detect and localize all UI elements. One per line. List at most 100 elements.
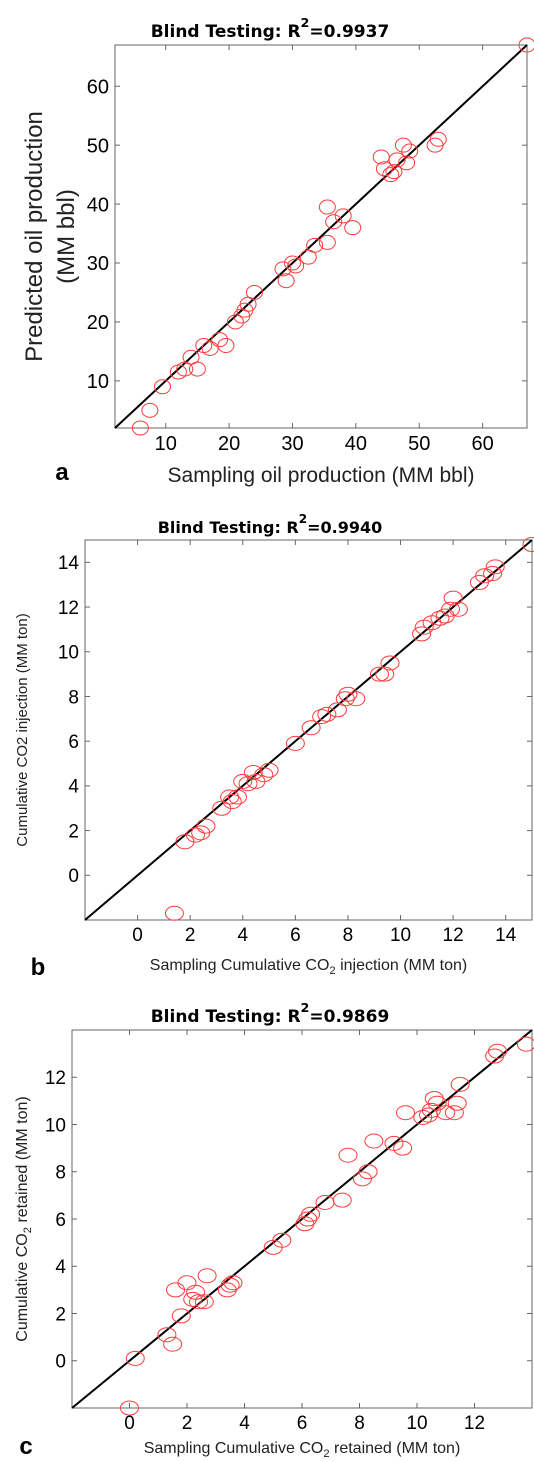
x-tick-label-a: 20 <box>218 433 240 455</box>
data-point-c <box>189 1294 208 1310</box>
data-point-a <box>401 143 419 159</box>
panel-letter-b: b <box>31 954 46 981</box>
x-tick-label-b: 10 <box>390 925 411 946</box>
data-point-a <box>169 364 187 380</box>
data-point-b <box>312 709 332 725</box>
data-point-a <box>382 167 400 183</box>
chart-title-b: Blind Testing: R2=0.9940 <box>158 512 383 537</box>
x-tick-label-a: 30 <box>281 433 303 455</box>
x-tick-label-c: 0 <box>124 1413 135 1434</box>
data-point-a <box>429 131 447 147</box>
data-point-c <box>120 1400 139 1416</box>
data-point-b <box>164 905 184 921</box>
fit-line-b <box>84 539 533 921</box>
data-point-a <box>388 152 406 168</box>
data-point-a <box>518 37 534 53</box>
data-point-a <box>375 161 393 177</box>
y-tick-label-c: 10 <box>45 1115 66 1136</box>
data-point-c <box>421 1102 441 1118</box>
data-point-c <box>364 1133 384 1149</box>
x-tick-label-a: 10 <box>155 433 177 455</box>
x-tick-label-b: 4 <box>237 925 248 946</box>
data-point-b <box>443 590 463 606</box>
data-point-c <box>358 1164 378 1180</box>
data-point-b <box>301 720 321 736</box>
data-point-c <box>315 1194 335 1210</box>
data-point-a <box>211 332 229 348</box>
y-tick-label-c: 0 <box>55 1352 66 1373</box>
chart-panel-b: 0 2 4 6 8 10 12 14 0 2 4 6 8 10 12 14 Blind Testing: R2=… <box>0 500 534 985</box>
data-point-a <box>201 340 219 356</box>
fit-line-a <box>114 44 528 429</box>
y-tick-label-c: 12 <box>45 1068 66 1089</box>
data-point-c <box>352 1171 372 1187</box>
data-point-b <box>338 686 358 702</box>
data-point-c <box>171 1308 191 1324</box>
x-axis-label-c: Sampling Cumulative CO2 retained (MM ton… <box>144 1440 461 1460</box>
data-point-c <box>166 1282 185 1298</box>
y-tick-label-b: 12 <box>58 598 79 619</box>
x-tick-label-a: 60 <box>472 433 494 455</box>
data-point-a <box>188 361 206 377</box>
x-tick-label-b: 14 <box>495 925 517 946</box>
data-point-a <box>131 420 149 436</box>
fit-line-c <box>71 1029 533 1409</box>
y-tick-label-b: 10 <box>58 643 79 664</box>
y-tick-label-a: 60 <box>87 76 109 98</box>
data-point-c <box>223 1275 243 1291</box>
y-tick-label-b: 2 <box>68 821 79 842</box>
data-point-b <box>228 789 248 805</box>
y-tick-label-b: 4 <box>68 777 79 798</box>
data-point-a <box>318 234 336 250</box>
panel-letter-c: c <box>19 1433 32 1460</box>
y-tick-label-a: 20 <box>87 312 109 334</box>
data-point-c <box>301 1206 321 1222</box>
x-tick-label-c: 10 <box>406 1413 427 1434</box>
data-point-c <box>177 1275 197 1291</box>
data-point-a <box>318 199 336 215</box>
y-axis-label-b: Cumulative CO2 injection (MM ton) <box>14 613 31 846</box>
data-point-c <box>338 1147 358 1163</box>
data-point-b <box>317 706 337 722</box>
data-point-b <box>440 601 460 617</box>
data-point-a <box>283 255 301 271</box>
x-tick-label-c: 4 <box>239 1413 250 1434</box>
data-point-a <box>245 284 263 300</box>
y-axis-label-line2-a: (MM bbl) <box>53 189 80 284</box>
data-point-b <box>485 559 505 575</box>
x-tick-label-c: 6 <box>297 1413 308 1434</box>
data-point-a <box>217 338 235 354</box>
x-tick-label-a: 50 <box>408 433 430 455</box>
chart-c-svg: 0 2 4 6 8 10 12 0 2 4 6 8 10 12 Blind Testing: R2=0.98… <box>14 1001 534 1460</box>
data-point-b <box>475 568 495 584</box>
chart-title-a: Blind Testing: R2=0.9937 <box>151 16 390 42</box>
data-point-b <box>259 762 279 778</box>
y-tick-label-c: 8 <box>55 1163 66 1184</box>
data-point-c <box>516 1036 534 1052</box>
data-point-c <box>194 1294 214 1310</box>
x-tick-label-b: 2 <box>185 925 196 946</box>
data-point-a <box>306 237 324 253</box>
chart-title-c: Blind Testing: R2=0.9869 <box>151 1001 390 1027</box>
y-tick-label-a: 30 <box>87 253 109 275</box>
x-tick-label-c: 12 <box>464 1413 485 1434</box>
data-point-a <box>141 402 159 418</box>
x-axis-label-a: Sampling oil production (MM bbl) <box>168 464 475 487</box>
data-point-c <box>393 1140 413 1156</box>
data-point-a <box>277 273 295 289</box>
data-point-b <box>412 626 432 642</box>
y-tick-label-a: 10 <box>87 371 109 393</box>
data-point-a <box>287 258 305 274</box>
data-point-b <box>238 776 258 792</box>
data-point-b <box>254 767 274 783</box>
plot-frame-b <box>84 539 533 921</box>
y-tick-label-b: 0 <box>68 866 79 887</box>
data-point-a <box>334 208 352 224</box>
data-point-b <box>380 655 400 671</box>
data-point-b <box>430 610 450 626</box>
data-point-c <box>163 1336 183 1352</box>
data-point-c <box>272 1232 292 1248</box>
y-tick-label-c: 4 <box>55 1257 66 1278</box>
data-point-c <box>488 1043 507 1059</box>
plot-frame-a <box>114 44 528 429</box>
